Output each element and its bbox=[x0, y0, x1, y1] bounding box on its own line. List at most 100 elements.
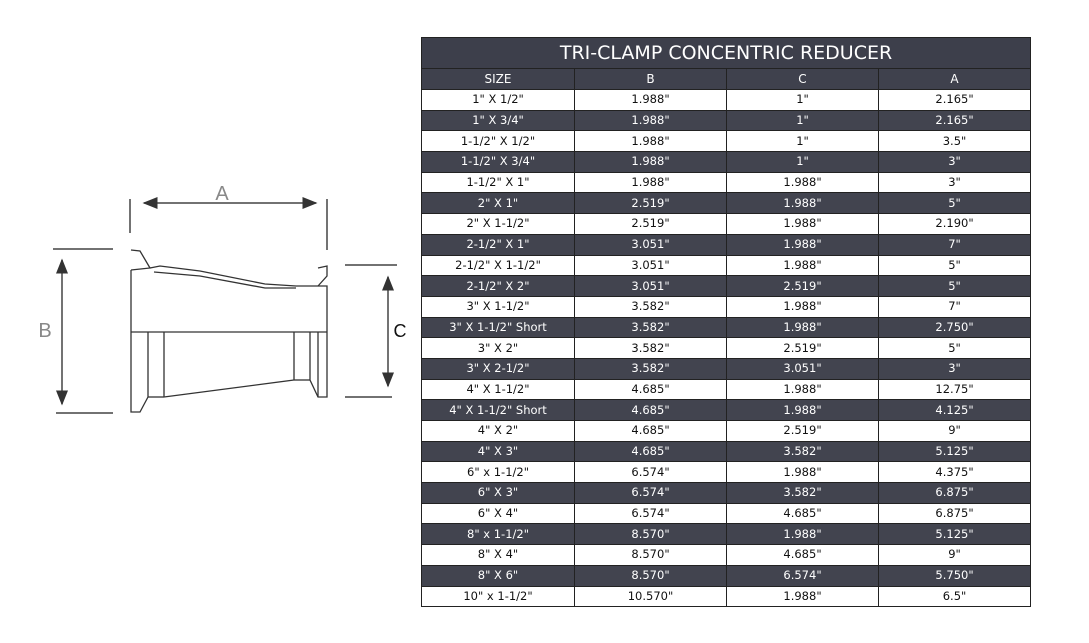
cell-size: 8" X 6" bbox=[421, 564, 575, 587]
cell-size: 2" X 1-1/2" bbox=[421, 213, 575, 235]
cell-a: 6.875" bbox=[877, 502, 1032, 525]
cell-size: 1" X 1/2" bbox=[421, 89, 575, 111]
cell-b: 3.051" bbox=[574, 275, 727, 297]
cell-c: 2.519" bbox=[726, 337, 879, 359]
cell-size: 4" X 1-1/2" Short bbox=[421, 399, 575, 421]
cell-b: 1.988" bbox=[574, 171, 727, 194]
cell-size: 6" X 4" bbox=[421, 502, 575, 525]
cell-a: 3" bbox=[877, 357, 1032, 380]
cell-b: 1.988" bbox=[574, 109, 727, 132]
cell-b: 3.582" bbox=[574, 337, 727, 359]
cell-c: 1.988" bbox=[726, 171, 879, 194]
cell-size: 3" X 2-1/2" bbox=[421, 357, 575, 380]
table-row: 1-1/2" X 1/2" 1.988" 1" 3.5" bbox=[421, 130, 1032, 153]
cell-b: 4.685" bbox=[574, 440, 727, 463]
cell-size: 3" X 1-1/2" bbox=[421, 295, 575, 318]
cell-c: 1" bbox=[726, 89, 879, 111]
cell-b: 3.051" bbox=[574, 233, 727, 256]
cell-b: 3.582" bbox=[574, 357, 727, 380]
reducer-diagram: A B C bbox=[38, 183, 407, 414]
table-row: 4" X 3" 4.685" 3.582" 5.125" bbox=[421, 440, 1032, 463]
cell-c: 3.051" bbox=[726, 357, 879, 380]
cell-size: 8" X 4" bbox=[421, 544, 575, 566]
cell-b: 8.570" bbox=[574, 544, 727, 566]
table-row: 4" X 2" 4.685" 2.519" 9" bbox=[421, 420, 1032, 442]
table-row: 1" X 1/2" 1.988" 1" 2.165" bbox=[421, 89, 1032, 111]
dimensions-table: TRI-CLAMP CONCENTRIC REDUCER SIZE B C A … bbox=[420, 37, 1032, 608]
cell-b: 10.570" bbox=[574, 585, 727, 608]
cell-size: 6" x 1-1/2" bbox=[421, 461, 575, 484]
cell-a: 3.5" bbox=[877, 130, 1032, 153]
cell-c: 1.988" bbox=[726, 316, 879, 339]
cell-c: 1.988" bbox=[726, 399, 879, 421]
cell-a: 4.375" bbox=[877, 461, 1032, 484]
cell-a: 7" bbox=[877, 233, 1032, 256]
cell-a: 5" bbox=[877, 275, 1032, 297]
cell-size: 6" X 3" bbox=[421, 482, 575, 504]
table-row: 3" X 2" 3.582" 2.519" 5" bbox=[421, 337, 1032, 359]
cell-a: 9" bbox=[877, 420, 1032, 442]
cell-size: 4" X 1-1/2" bbox=[421, 378, 575, 401]
cell-c: 1.988" bbox=[726, 213, 879, 235]
cell-a: 5.125" bbox=[877, 440, 1032, 463]
cell-c: 1.988" bbox=[726, 378, 879, 401]
cell-b: 6.574" bbox=[574, 502, 727, 525]
cell-size: 2" X 1" bbox=[421, 192, 575, 215]
cell-a: 5" bbox=[877, 254, 1032, 277]
cell-size: 1-1/2" X 3/4" bbox=[421, 151, 575, 173]
table-row: 6" X 3" 6.574" 3.582" 6.875" bbox=[421, 482, 1032, 504]
cell-a: 3" bbox=[877, 151, 1032, 173]
cell-b: 8.570" bbox=[574, 523, 727, 546]
table-row: 2" X 1-1/2" 2.519" 1.988" 2.190" bbox=[421, 213, 1032, 235]
cell-a: 5" bbox=[877, 192, 1032, 215]
cell-c: 4.685" bbox=[726, 544, 879, 566]
dimension-label-b: B bbox=[38, 320, 51, 342]
cell-c: 3.582" bbox=[726, 440, 879, 463]
cell-size: 10" x 1-1/2" bbox=[421, 585, 575, 608]
cell-a: 5.125" bbox=[877, 523, 1032, 546]
cell-a: 3" bbox=[877, 171, 1032, 194]
cell-a: 5" bbox=[877, 337, 1032, 359]
cell-c: 1.988" bbox=[726, 233, 879, 256]
cell-size: 2-1/2" X 2" bbox=[421, 275, 575, 297]
cell-a: 2.750" bbox=[877, 316, 1032, 339]
cell-c: 2.519" bbox=[726, 420, 879, 442]
column-header-size: SIZE bbox=[421, 68, 575, 90]
cell-size: 3" X 2" bbox=[421, 337, 575, 359]
table-row: 4" X 1-1/2" Short 4.685" 1.988" 4.125" bbox=[421, 399, 1032, 421]
cell-b: 4.685" bbox=[574, 420, 727, 442]
cell-size: 4" X 3" bbox=[421, 440, 575, 463]
table-row: 2-1/2" X 1-1/2" 3.051" 1.988" 5" bbox=[421, 254, 1032, 277]
cell-b: 1.988" bbox=[574, 89, 727, 111]
column-header-b: B bbox=[574, 68, 727, 90]
table-row: 4" X 1-1/2" 4.685" 1.988" 12.75" bbox=[421, 378, 1032, 401]
table-row: 3" X 1-1/2" Short 3.582" 1.988" 2.750" bbox=[421, 316, 1032, 339]
cell-c: 1" bbox=[726, 151, 879, 173]
table-row: 6" x 1-1/2" 6.574" 1.988" 4.375" bbox=[421, 461, 1032, 484]
table-row: 6" X 4" 6.574" 4.685" 6.875" bbox=[421, 502, 1032, 525]
cell-b: 3.051" bbox=[574, 254, 727, 277]
column-header-c: C bbox=[726, 68, 879, 90]
table-row: 10" x 1-1/2" 10.570" 1.988" 6.5" bbox=[421, 585, 1032, 608]
table-row: 2-1/2" X 1" 3.051" 1.988" 7" bbox=[421, 233, 1032, 256]
cell-c: 4.685" bbox=[726, 502, 879, 525]
cell-b: 1.988" bbox=[574, 151, 727, 173]
cell-b: 6.574" bbox=[574, 461, 727, 484]
cell-a: 2.165" bbox=[877, 109, 1032, 132]
table-row: 8" x 1-1/2" 8.570" 1.988" 5.125" bbox=[421, 523, 1032, 546]
cell-b: 4.685" bbox=[574, 378, 727, 401]
cell-b: 2.519" bbox=[574, 213, 727, 235]
cell-b: 4.685" bbox=[574, 399, 727, 421]
dimension-label-a: A bbox=[215, 183, 229, 205]
table-row: 3" X 2-1/2" 3.582" 3.051" 3" bbox=[421, 357, 1032, 380]
cell-a: 9" bbox=[877, 544, 1032, 566]
cell-c: 1.988" bbox=[726, 295, 879, 318]
table-row: 2" X 1" 2.519" 1.988" 5" bbox=[421, 192, 1032, 215]
cell-b: 3.582" bbox=[574, 316, 727, 339]
table-row: 1" X 3/4" 1.988" 1" 2.165" bbox=[421, 109, 1032, 132]
cell-c: 1.988" bbox=[726, 254, 879, 277]
cell-b: 8.570" bbox=[574, 564, 727, 587]
cell-a: 6.875" bbox=[877, 482, 1032, 504]
cell-c: 1" bbox=[726, 109, 879, 132]
cell-a: 2.165" bbox=[877, 89, 1032, 111]
